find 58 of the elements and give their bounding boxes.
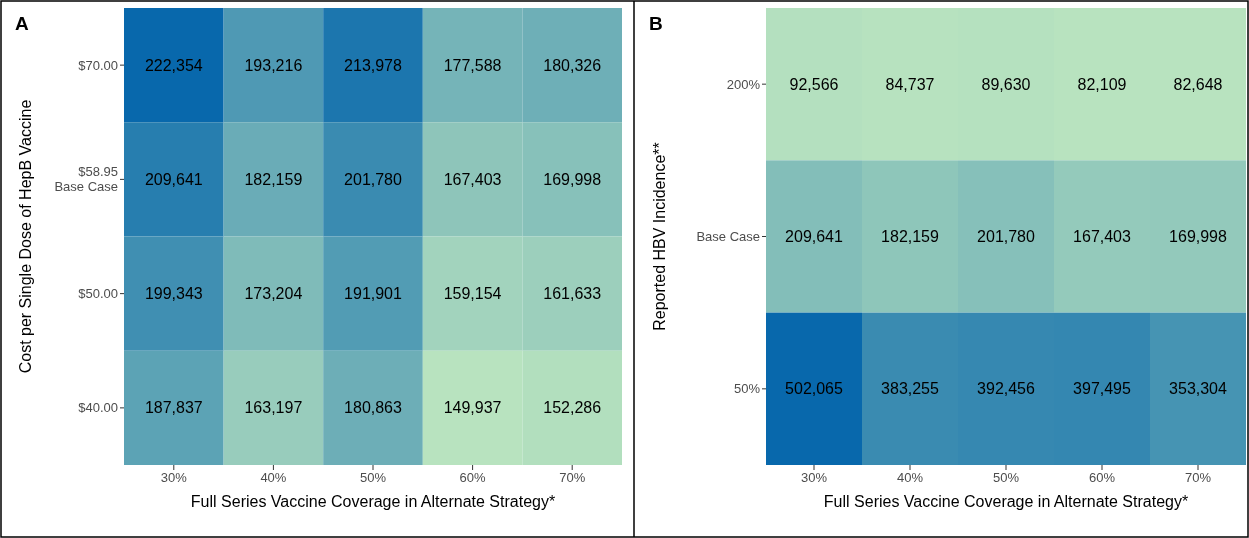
data-label: 392,456 (977, 380, 1036, 398)
data-label: 167,403 (443, 170, 502, 188)
x-tick-label: 40% (896, 470, 924, 486)
y-tick-label: $50.00 (78, 286, 118, 302)
data-label: 213,978 (344, 56, 403, 74)
chart-title: A (15, 13, 29, 34)
data-label: 89,630 (981, 75, 1031, 93)
data-label: 502,065 (785, 380, 844, 398)
x-axis-title: Full Series Vaccine Coverage in Alternate Strategy* (190, 493, 556, 510)
y-tick-label: 200% (726, 76, 761, 92)
data-label: 353,304 (1169, 380, 1228, 398)
y-axis-title: Cost per Single Dose of HepB Vaccine (17, 99, 34, 374)
x-tick-label: 40% (260, 470, 287, 486)
x-axis-title: Full Series Vaccine Coverage in Alternate Strategy* (823, 493, 1189, 510)
data-label: 209,641 (785, 228, 844, 246)
data-label: 161,633 (543, 285, 602, 303)
data-label: 173,204 (244, 285, 303, 303)
data-label: 152,286 (543, 399, 602, 417)
x-tick-label: 70% (559, 470, 586, 486)
data-label: 159,154 (443, 285, 502, 303)
data-label: 82,648 (1173, 75, 1223, 93)
data-label: 163,197 (244, 399, 303, 417)
data-label: 191,901 (344, 285, 403, 303)
data-label: 209,641 (144, 170, 203, 188)
data-label: 149,937 (443, 399, 502, 417)
x-tick-label: 50% (359, 470, 387, 486)
data-label: 182,159 (244, 170, 303, 188)
x-tick-label: 30% (800, 470, 828, 486)
data-label: 201,780 (344, 170, 403, 188)
y-tick-label: Base Case (696, 229, 760, 245)
x-tick-label: 50% (992, 470, 1020, 486)
y-tick-label: $40.00 (78, 400, 118, 416)
data-label: 169,998 (543, 170, 602, 188)
y-tick-label: $70.00 (78, 57, 118, 73)
data-label: 180,326 (543, 56, 602, 74)
data-label: 82,109 (1077, 75, 1127, 93)
text: B (649, 13, 663, 34)
data-label: 180,863 (344, 399, 403, 417)
y-axis-title: Reported HBV Incidence** (651, 142, 668, 331)
x-tick-label: 60% (459, 470, 487, 486)
data-label: 182,159 (881, 228, 940, 246)
y-tick-label: $58.95 Base Case (54, 164, 118, 195)
data-label: 167,403 (1073, 228, 1132, 246)
data-label: 201,780 (977, 228, 1036, 246)
x-tick-label: 70% (1184, 470, 1212, 486)
data-label: 397,495 (1073, 380, 1132, 398)
data-label: 199,343 (144, 285, 203, 303)
data-label: 193,216 (244, 56, 303, 74)
data-label: 222,354 (144, 56, 203, 74)
x-tick-label: 60% (1088, 470, 1116, 486)
x-tick-label: 30% (160, 470, 188, 486)
y-tick-label: 50% (733, 381, 761, 397)
data-label: 92,566 (789, 75, 839, 93)
data-label: 177,588 (443, 56, 502, 74)
data-label: 383,255 (881, 380, 940, 398)
data-label: 169,998 (1169, 228, 1228, 246)
data-label: 187,837 (144, 399, 203, 417)
data-label: 84,737 (885, 75, 935, 93)
